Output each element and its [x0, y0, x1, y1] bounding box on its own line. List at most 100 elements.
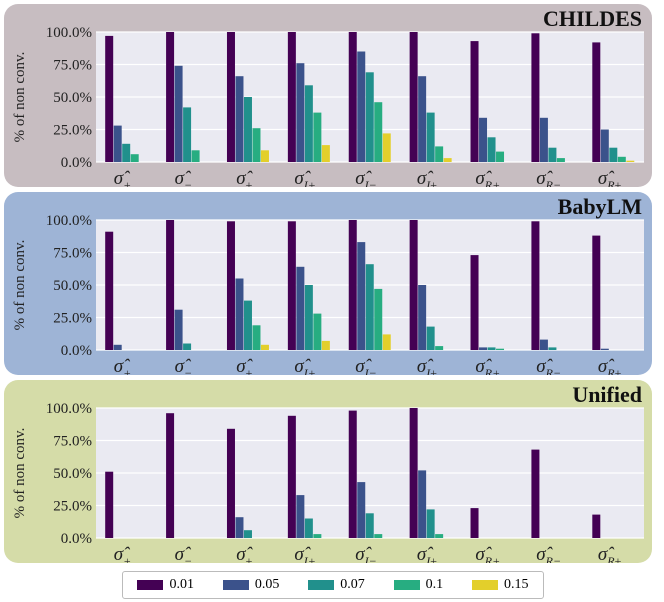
- bar: [592, 42, 601, 162]
- x-tick-label: σ̂I±: [417, 544, 437, 563]
- bar: [191, 150, 200, 162]
- bar: [479, 347, 488, 350]
- bar: [235, 517, 244, 538]
- y-tick-label: 75.0%: [53, 58, 92, 74]
- bar: [113, 344, 122, 350]
- bar: [287, 221, 296, 350]
- bar: [357, 51, 366, 162]
- x-tick-label: σ̂±: [236, 168, 253, 187]
- bar: [426, 509, 435, 538]
- panel-title: CHILDES: [542, 6, 642, 31]
- unified-panel: 0.0% 25.0% 50.0% 75.0% 100.0% % of non conv. σ…: [4, 380, 652, 563]
- bar: [409, 32, 418, 162]
- legend-item: 0.07: [308, 577, 365, 593]
- y-tick-label: 50.0%: [53, 278, 92, 294]
- bar: [226, 221, 235, 350]
- x-tick-label: σ̂R+: [475, 544, 500, 563]
- y-tick-label: 25.0%: [53, 123, 92, 139]
- y-tick-label: 25.0%: [53, 311, 92, 327]
- bar: [296, 266, 305, 350]
- bar: [592, 514, 601, 538]
- legend-swatch: [393, 580, 420, 590]
- bar: [235, 76, 244, 162]
- legend-label: 0.07: [340, 577, 365, 592]
- bar: [348, 410, 357, 538]
- bar: [321, 145, 330, 162]
- unified-chart: 0.0% 25.0% 50.0% 75.0% 100.0% % of non conv. σ…: [12, 401, 644, 563]
- bar: [374, 288, 383, 350]
- x-tick-label: σ̂I±: [417, 168, 437, 187]
- bar: [357, 482, 366, 538]
- bar: [531, 221, 540, 350]
- bar: [592, 235, 601, 350]
- legend-label: 0.1: [425, 577, 444, 592]
- x-tick-label: σ̂I+: [294, 544, 315, 563]
- x-tick-label: σ̂I−: [355, 544, 376, 563]
- bar: [487, 137, 496, 162]
- bar: [226, 428, 235, 538]
- bar: [321, 340, 330, 350]
- x-tick-label: σ̂±: [236, 544, 253, 563]
- bar: [418, 76, 427, 162]
- x-tick-label: σ̂I+: [294, 356, 315, 375]
- bar: [470, 41, 479, 162]
- babylm-chart: 0.0% 25.0% 50.0% 75.0% 100.0% % of non conv. σ…: [12, 213, 644, 375]
- bar: [226, 32, 235, 162]
- y-tick-label: 0.0%: [61, 155, 92, 171]
- bar: [539, 339, 548, 350]
- bar: [304, 85, 313, 162]
- legend-item: 0.1: [393, 577, 444, 593]
- bar: [374, 102, 383, 162]
- bar: [235, 278, 244, 350]
- bar: [304, 518, 313, 538]
- bar: [243, 97, 252, 162]
- bar: [409, 408, 418, 538]
- bar: [470, 255, 479, 350]
- x-tick-label: σ̂R±: [598, 168, 622, 187]
- bar: [382, 133, 391, 162]
- legend-item: 0.05: [222, 577, 280, 593]
- y-tick-label: 50.0%: [53, 90, 92, 106]
- bar: [365, 264, 374, 350]
- bar: [479, 117, 488, 162]
- bar: [122, 143, 131, 162]
- bar: [548, 347, 557, 350]
- babylm-panel: 0.0% 25.0% 50.0% 75.0% 100.0% % of non conv. σ…: [4, 192, 652, 375]
- bar: [539, 117, 548, 162]
- bar: [243, 300, 252, 350]
- bar: [496, 348, 505, 350]
- x-tick-label: σ̂R−: [536, 544, 561, 563]
- legend-label: 0.05: [254, 577, 280, 592]
- y-tick-label: 50.0%: [53, 466, 92, 482]
- y-tick-label: 75.0%: [53, 246, 92, 262]
- bar: [243, 530, 252, 538]
- x-tick-label: σ̂−: [175, 544, 192, 563]
- y-tick-label: 100.0%: [46, 213, 92, 229]
- childes-panel: 0.0% 25.0% 50.0% 75.0% 100.0% % of non conv. σ…: [4, 4, 652, 187]
- y-axis-label: % of non conv.: [12, 428, 28, 519]
- bar: [409, 220, 418, 350]
- bar: [531, 449, 540, 538]
- bar: [435, 346, 444, 350]
- y-axis-label: % of non conv.: [12, 240, 28, 331]
- bar: [365, 72, 374, 162]
- bar: [166, 413, 175, 538]
- x-tick-label: σ̂R+: [475, 168, 500, 187]
- bar: [174, 65, 183, 162]
- y-tick-label: 100.0%: [46, 401, 92, 417]
- bar: [626, 160, 635, 162]
- x-tick-label: σ̂R−: [536, 168, 561, 187]
- y-axis-label: % of non conv.: [12, 52, 28, 143]
- bar: [487, 347, 496, 350]
- bar: [600, 129, 609, 162]
- bar: [130, 154, 139, 162]
- bar: [426, 326, 435, 350]
- bar: [435, 534, 444, 538]
- bar: [313, 534, 322, 538]
- bar: [252, 325, 261, 350]
- bar: [260, 344, 269, 350]
- x-tick-label: σ̂I+: [294, 168, 315, 187]
- bar: [600, 348, 609, 350]
- y-tick-label: 0.0%: [61, 343, 92, 359]
- x-tick-label: σ̂R±: [598, 356, 622, 375]
